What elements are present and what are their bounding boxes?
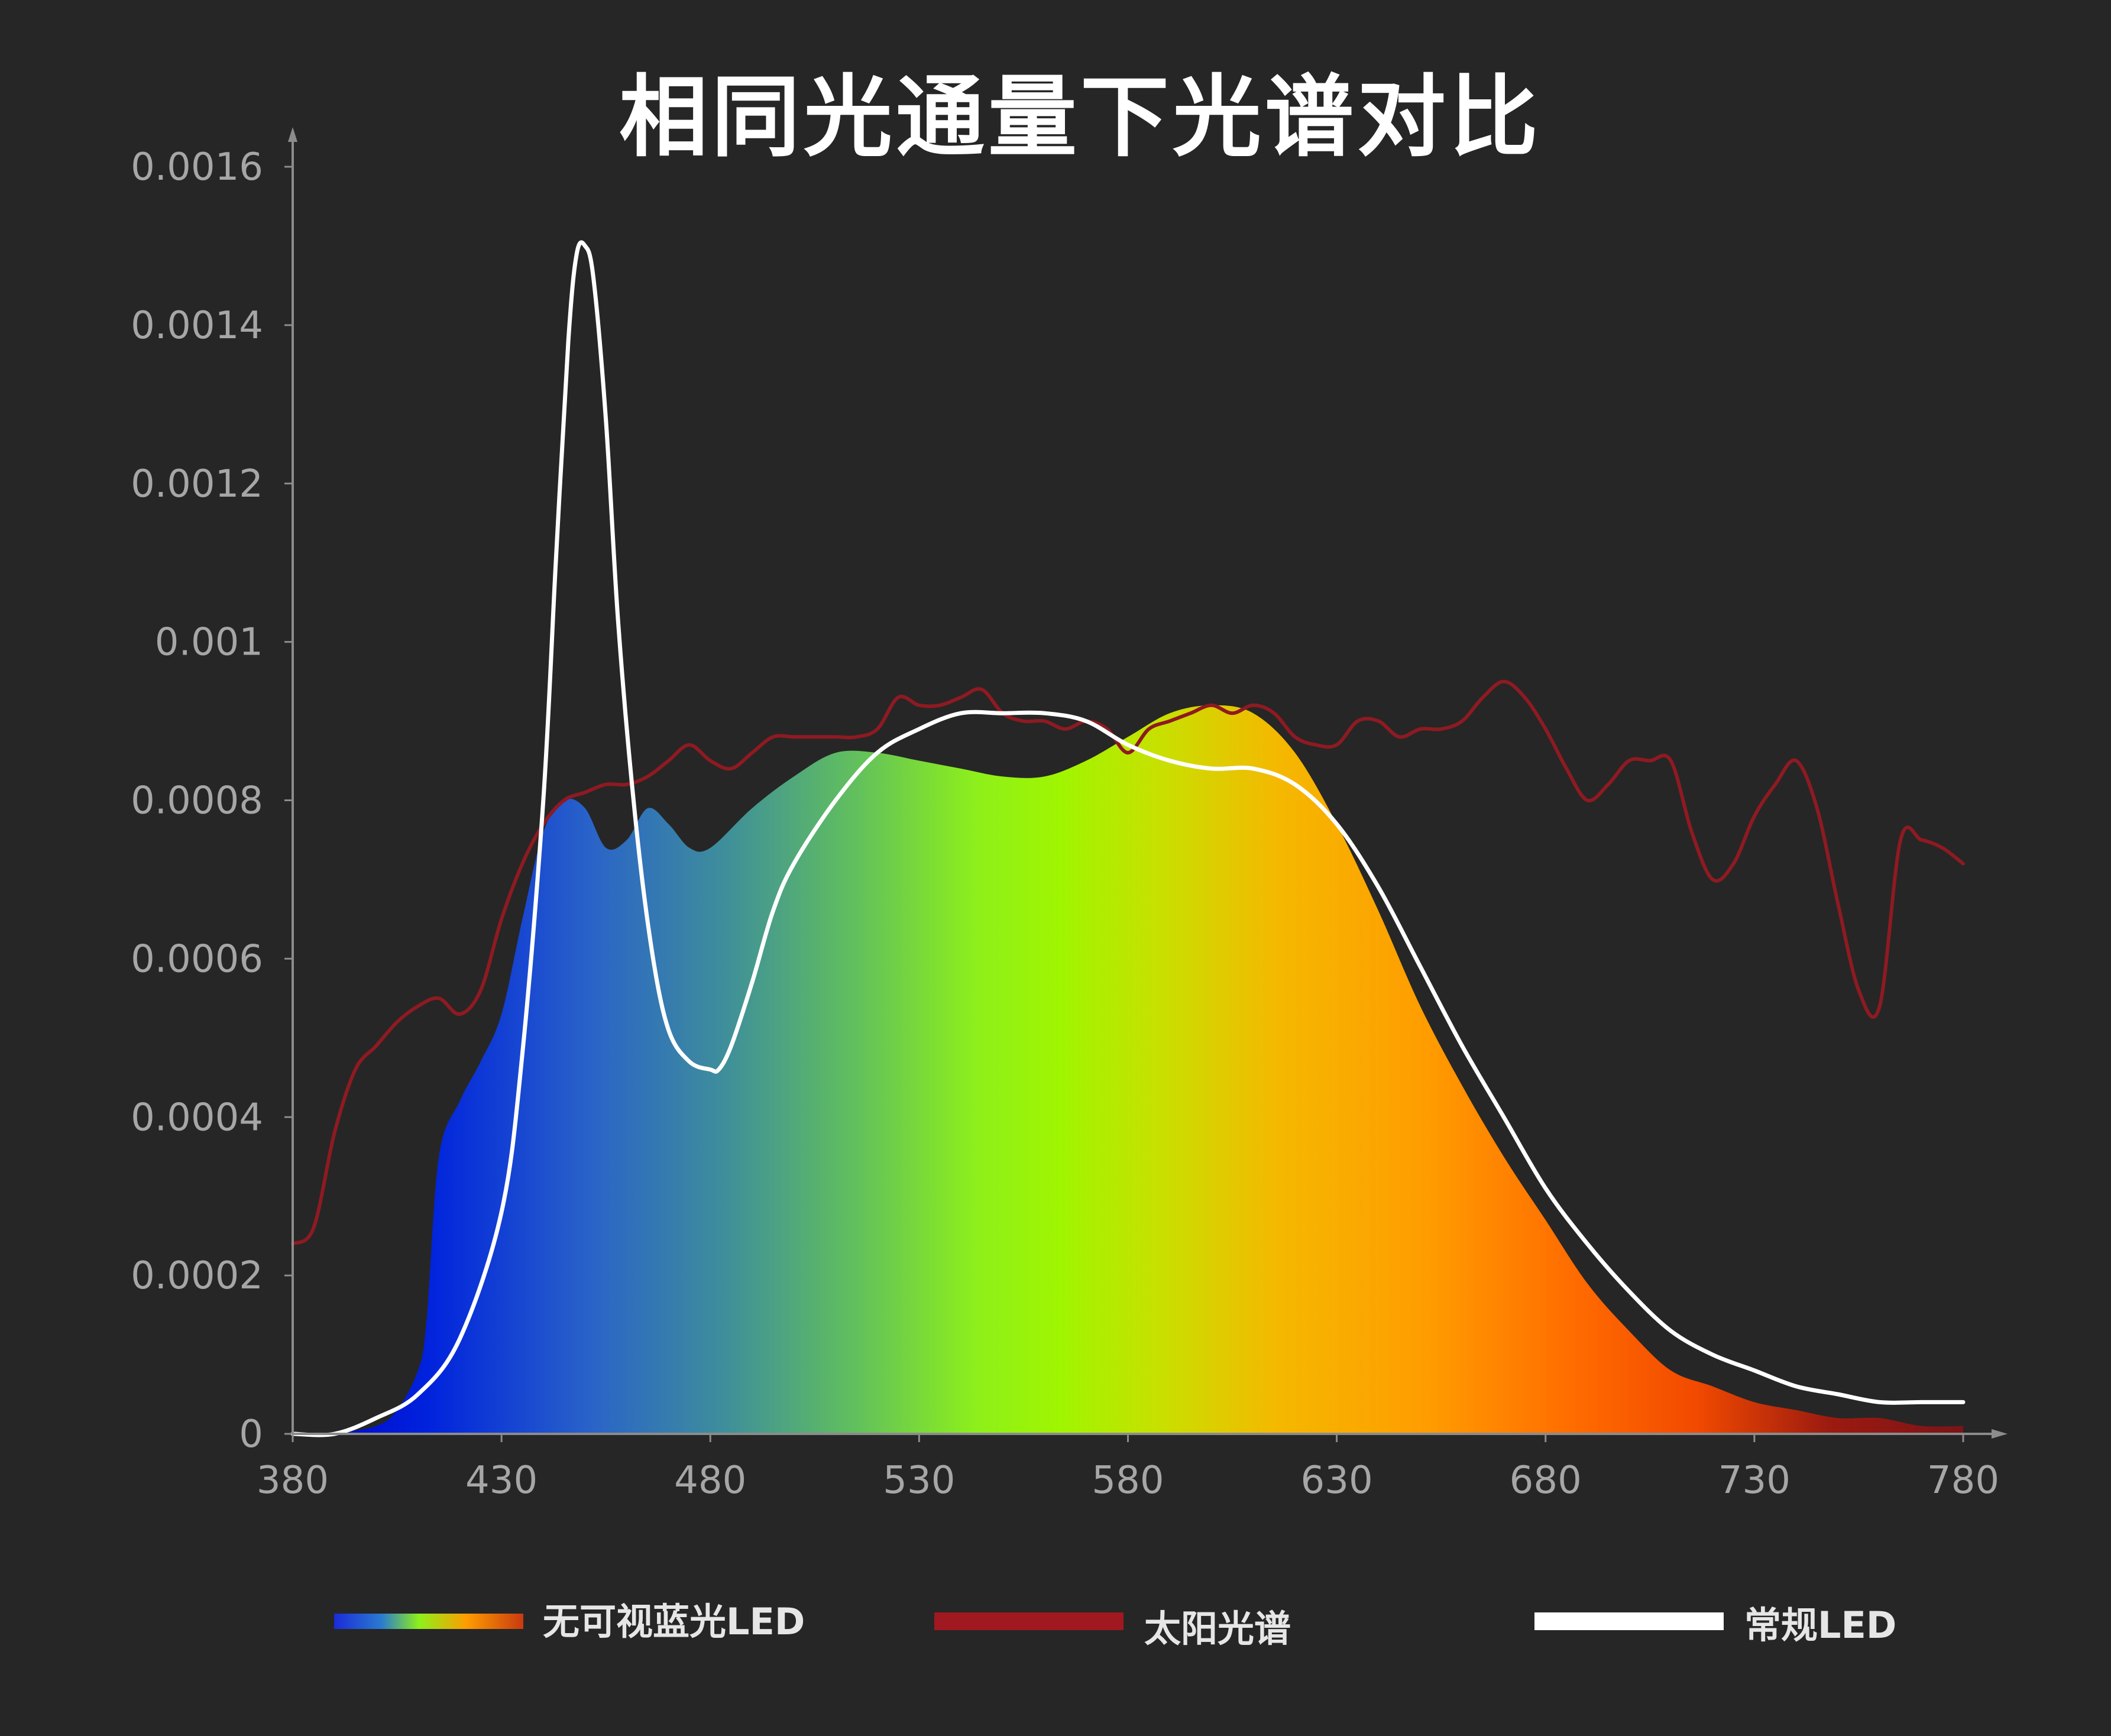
legend-label-led: 常规LED — [1744, 1604, 1896, 1647]
legend-item-sun: 太阳光谱 — [934, 1607, 1291, 1650]
x-tick-label: 480 — [674, 1459, 746, 1502]
x-tick-label: 430 — [465, 1459, 538, 1502]
x-tick-label: 680 — [1510, 1459, 1582, 1502]
x-tick-label: 730 — [1718, 1459, 1791, 1502]
y-tick-label: 0.0004 — [131, 1096, 263, 1139]
legend-swatch-no-blue-led — [334, 1614, 523, 1629]
x-tick-label: 630 — [1301, 1459, 1373, 1502]
legend-swatch-led — [1534, 1612, 1724, 1630]
series-line-sun — [291, 679, 1965, 1246]
y-tick-label: 0.0014 — [131, 304, 263, 348]
legend-item-led: 常规LED — [1534, 1604, 1896, 1647]
legend: 无可视蓝光LED 太阳光谱 常规LED — [334, 1600, 1896, 1650]
series-line-led — [290, 240, 1966, 1437]
x-tick-label: 580 — [1092, 1459, 1164, 1502]
tick-layer: 380 430 480 530 580 630 680 730 780 0 0.0002 0.0004… — [131, 145, 1999, 1502]
x-tick-label: 530 — [883, 1459, 955, 1502]
y-axis-arrow — [288, 127, 297, 142]
legend-label-no-blue-led: 无可视蓝光LED — [543, 1600, 805, 1643]
y-tick-label: 0.0012 — [131, 462, 263, 506]
y-tick-label: 0.0002 — [131, 1254, 263, 1298]
axes — [288, 127, 2008, 1439]
chart-title: 相同光通量下光谱对比 — [619, 66, 1542, 169]
y-tick-label: 0 — [239, 1413, 263, 1456]
legend-item-no-blue-led: 无可视蓝光LED — [334, 1600, 805, 1643]
y-tick-label: 0.0008 — [131, 779, 263, 823]
line-layer — [290, 240, 1966, 1437]
legend-swatch-sun — [934, 1612, 1124, 1630]
y-tick-label: 0.0016 — [131, 145, 263, 189]
x-tick-label: 780 — [1927, 1459, 1999, 1502]
y-tick-label: 0.001 — [155, 621, 263, 665]
y-tick-label: 0.0006 — [131, 937, 263, 981]
area-layer — [334, 705, 1963, 1434]
legend-label-sun: 太阳光谱 — [1144, 1607, 1291, 1650]
x-tick-label: 380 — [257, 1459, 329, 1502]
series-area-no-blue-led — [334, 705, 1963, 1434]
x-axis-arrow — [1992, 1429, 2008, 1439]
